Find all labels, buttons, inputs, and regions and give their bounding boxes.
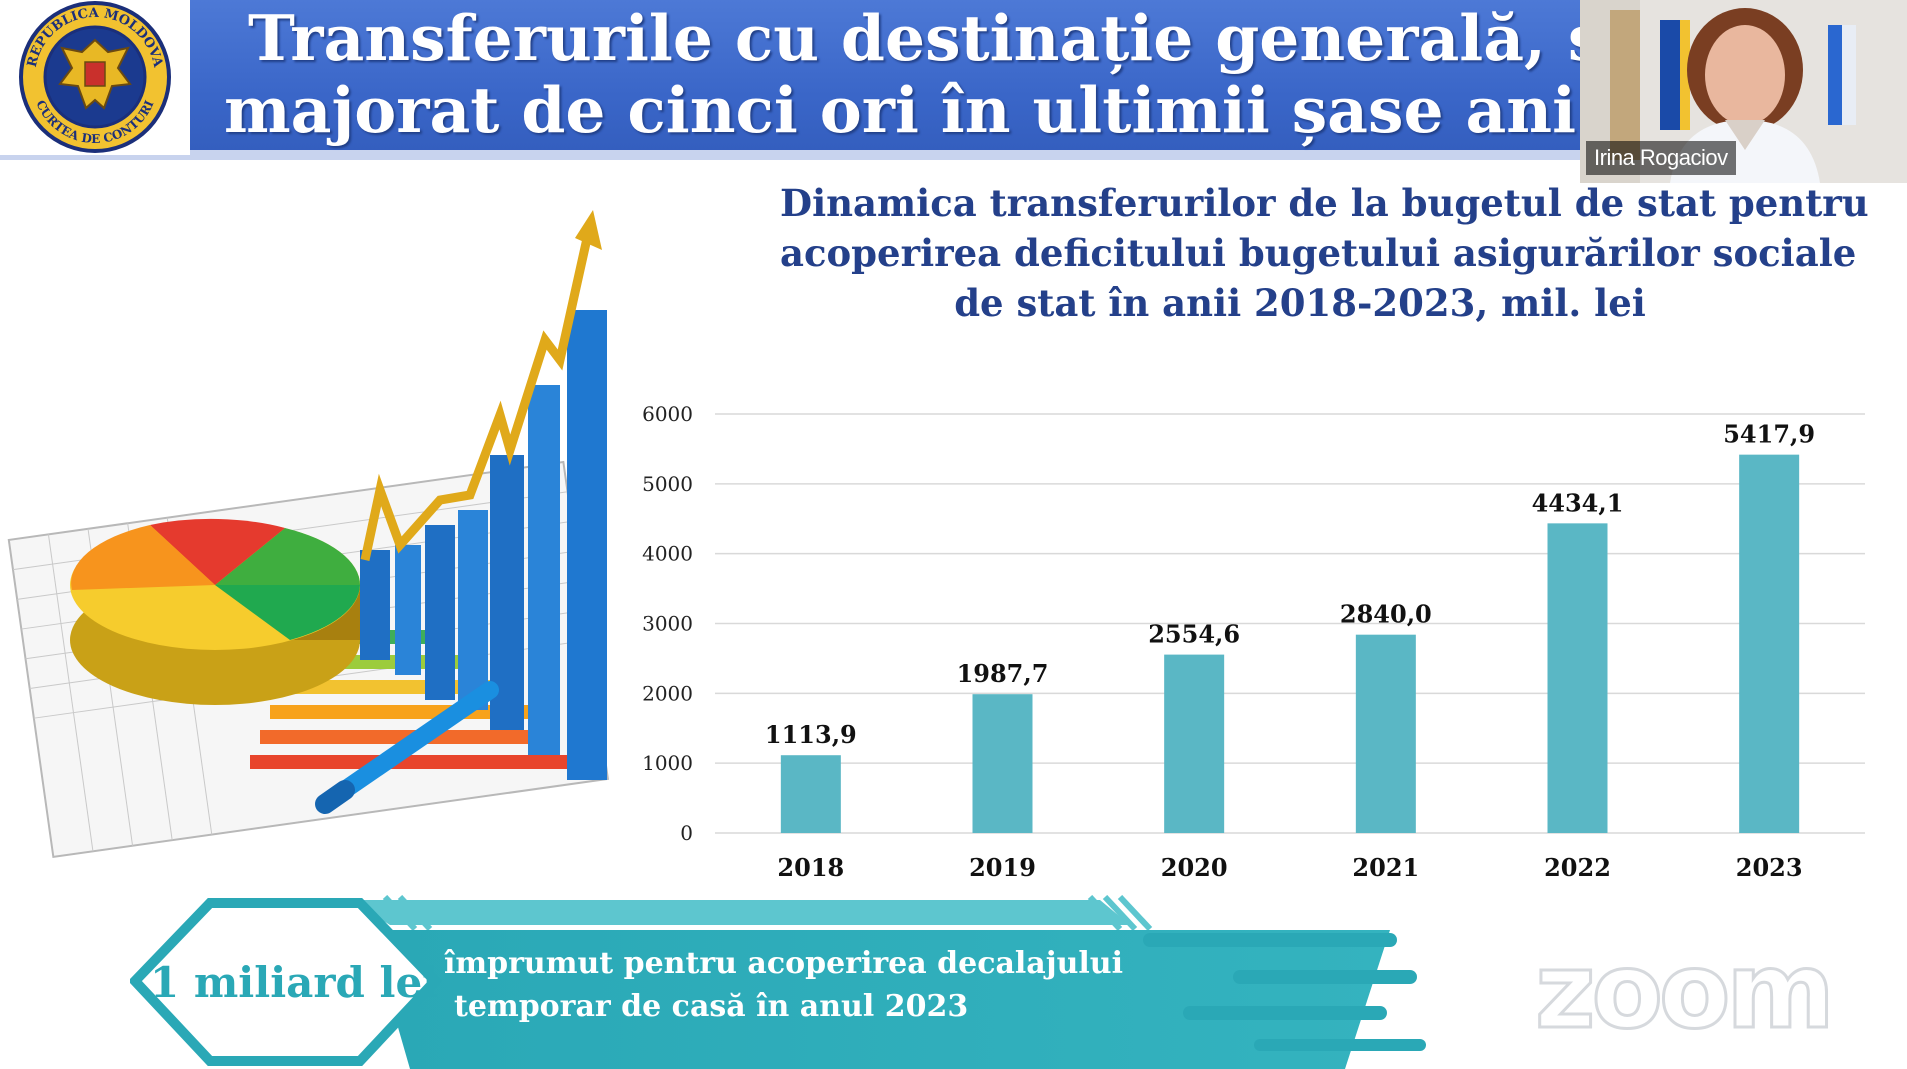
slide-header xyxy=(0,0,1580,160)
bar xyxy=(1164,654,1225,833)
bar xyxy=(1547,523,1608,833)
zoom-watermark-logo: zoom xyxy=(1534,929,1837,1054)
chart-title: Dinamica transferurilor de la bugetul de… xyxy=(780,178,1869,328)
info-banner xyxy=(130,895,1426,1069)
data-label: 2840,0 xyxy=(1340,600,1432,629)
slide-title-line-2: majorat de cinci ori în ultimii șase ani xyxy=(224,73,1577,147)
pen-icon xyxy=(315,681,499,814)
illustration-blue-bars-icon xyxy=(360,310,607,780)
banner-line-2: temporar de casă în anul 2023 xyxy=(454,989,969,1024)
bar xyxy=(972,694,1033,833)
x-tick-label: 2023 xyxy=(1736,853,1803,882)
y-tick-label: 5000 xyxy=(642,472,693,496)
data-label: 2554,6 xyxy=(1148,620,1240,649)
header-strip xyxy=(0,150,1580,160)
participant-video-tile[interactable]: Irina Rogaciov xyxy=(1580,0,1907,183)
chart-title-line-3: de stat în anii 2018-2023, mil. lei xyxy=(954,281,1646,325)
data-label: 5417,9 xyxy=(1723,420,1815,449)
chart-illustration xyxy=(7,210,610,858)
bar-chart: 0 1000 2000 3000 4000 5000 6000 1113,9 2018 1987,… xyxy=(642,402,1865,882)
banner-speed-lines xyxy=(1143,933,1426,1051)
bar xyxy=(1355,634,1416,833)
y-tick-label: 3000 xyxy=(642,612,693,636)
banner-hexagon xyxy=(130,898,442,1066)
y-tick-label: 4000 xyxy=(642,542,693,566)
data-label: 1113,9 xyxy=(765,720,857,749)
x-tick-label: 2020 xyxy=(1161,853,1228,882)
logo-shield xyxy=(84,61,106,87)
chart-title-line-2: acoperirea deficitului bugetului asigură… xyxy=(780,231,1857,275)
person-face xyxy=(1705,25,1785,125)
y-tick-label: 1000 xyxy=(642,751,693,775)
banner-top-stripe xyxy=(350,900,1130,925)
y-tick-label: 6000 xyxy=(642,402,693,426)
bar xyxy=(1739,454,1800,833)
slide-title: Transferurile cu destinație generală, s-… xyxy=(210,1,1717,147)
x-tick-label: 2018 xyxy=(777,853,844,882)
banner-description: împrumut pentru acoperirea decalajului t… xyxy=(444,942,1123,1028)
arrow-head-icon xyxy=(575,210,602,250)
data-label: 1987,7 xyxy=(957,659,1049,688)
x-tick-label: 2019 xyxy=(969,853,1036,882)
illustration-pie-chart-icon xyxy=(70,518,361,705)
bar xyxy=(780,755,841,833)
court-of-accounts-logo: REPUBLICA MOLDOVA CURTEA DE CONTURI xyxy=(0,0,190,155)
slide-title-line-1: Transferurile cu destinație generală, s-… xyxy=(248,1,1717,75)
flag-icon xyxy=(1660,20,1680,130)
data-label: 4434,1 xyxy=(1532,488,1624,517)
y-tick-label: 0 xyxy=(680,821,693,845)
x-tick-label: 2021 xyxy=(1352,853,1419,882)
chart-title-line-1: Dinamica transferurilor de la bugetul de… xyxy=(780,181,1869,225)
participant-name: Irina Rogaciov xyxy=(1586,141,1736,175)
x-tick-label: 2022 xyxy=(1544,853,1611,882)
banner-amount: 1 miliard lei xyxy=(150,958,439,1007)
banner-line-1: împrumut pentru acoperirea decalajului xyxy=(444,946,1124,981)
flag-icon xyxy=(1828,25,1842,125)
illustration-arrow-line-icon xyxy=(360,224,595,561)
banner-body xyxy=(370,930,1390,1069)
y-tick-label: 2000 xyxy=(642,681,693,705)
